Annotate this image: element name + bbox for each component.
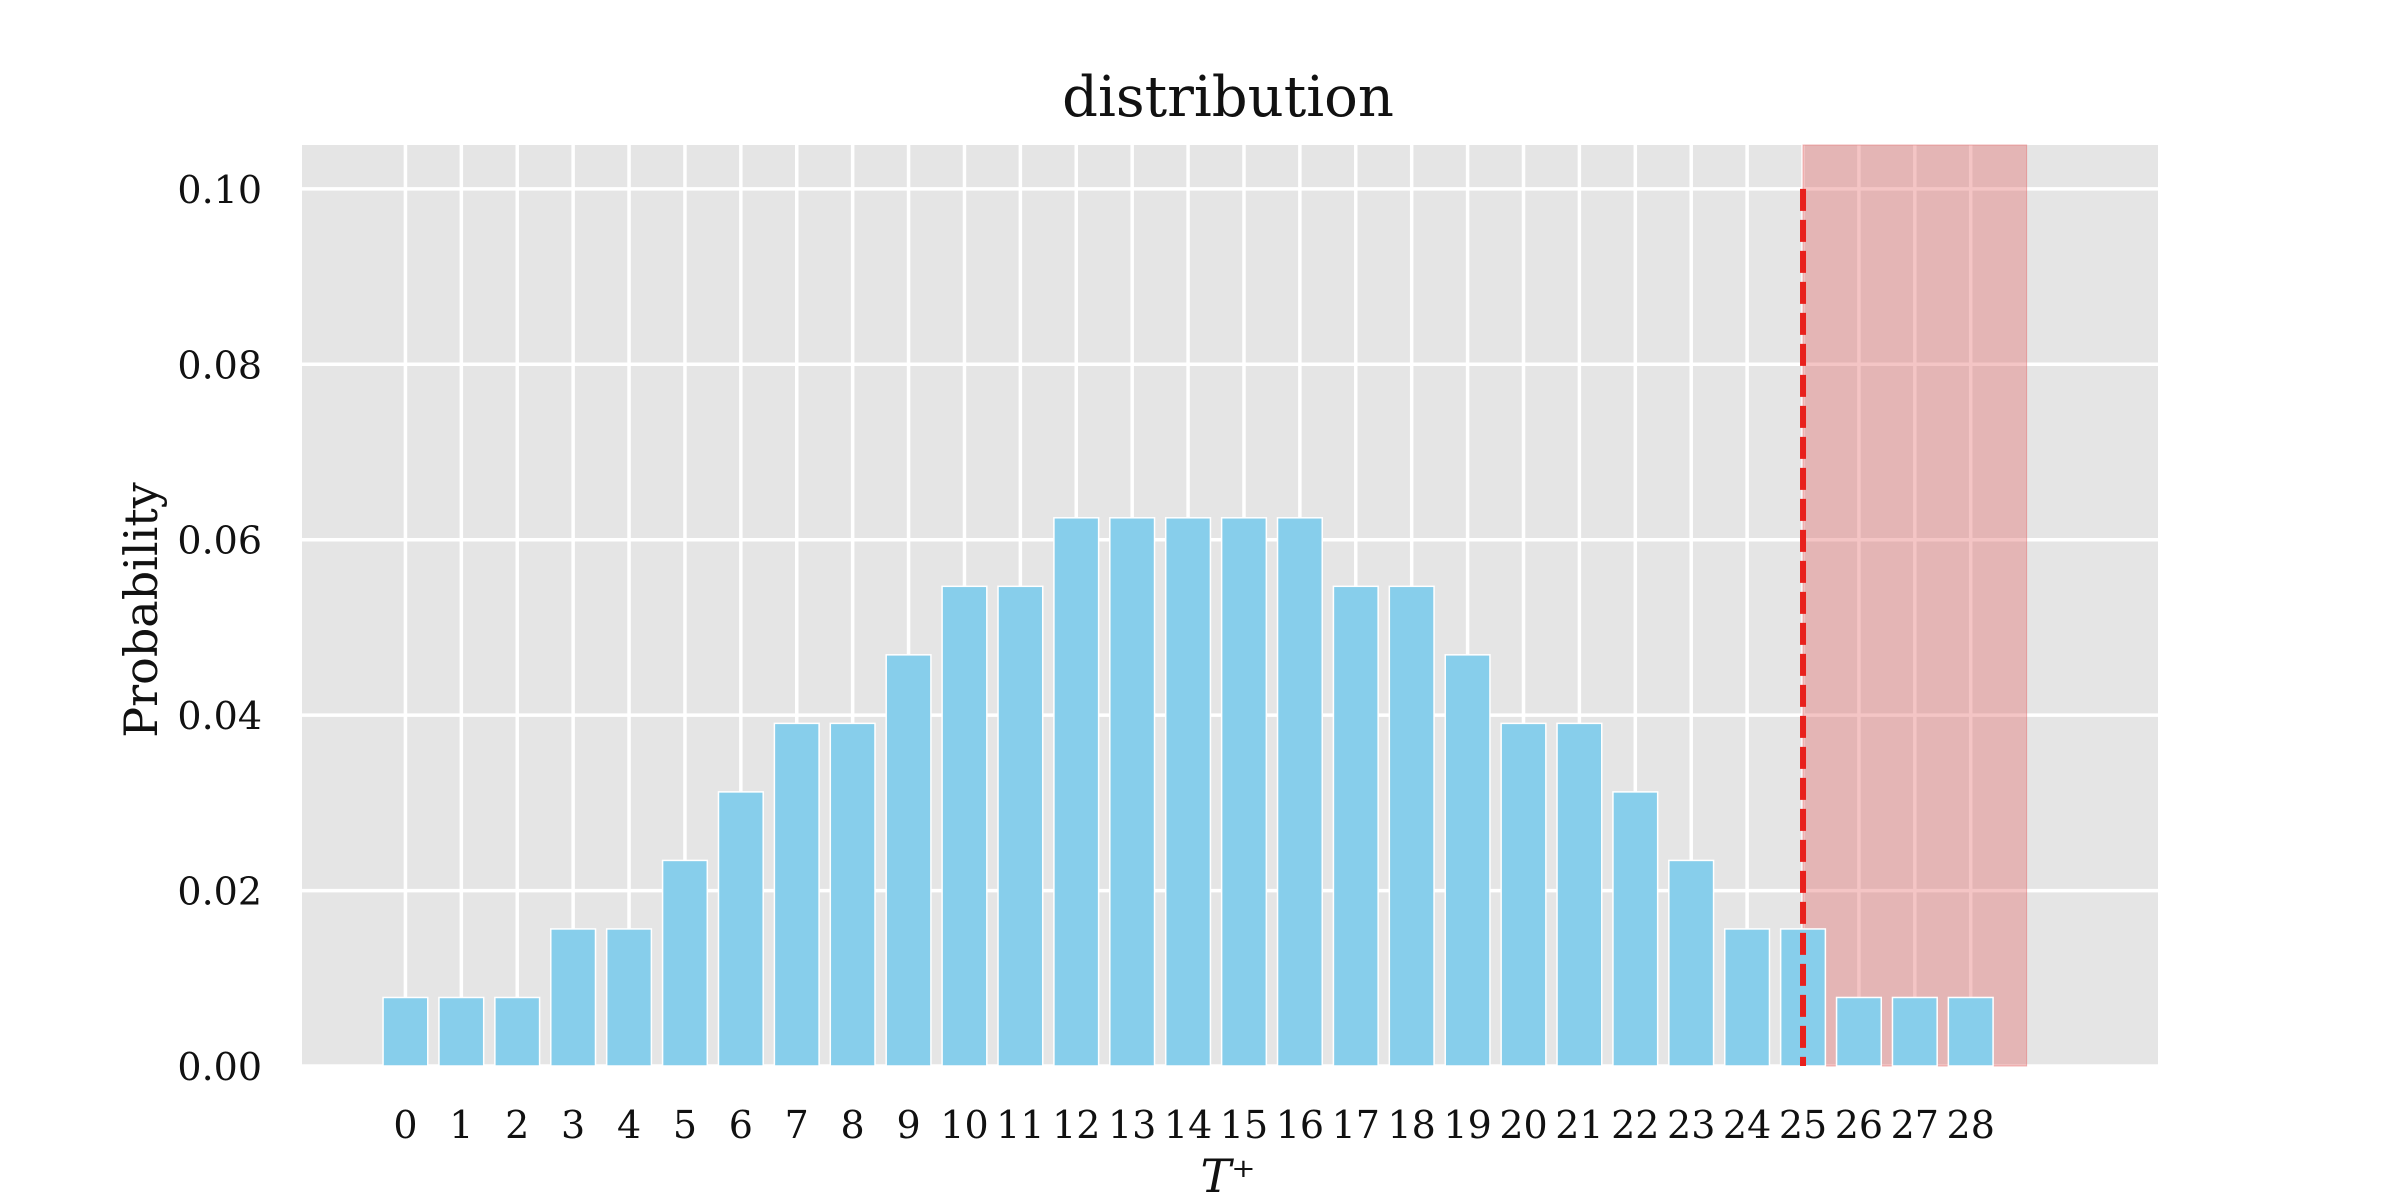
y-tick-label: 0.00 bbox=[177, 1045, 262, 1089]
bar bbox=[382, 996, 429, 1067]
x-tick-label: 22 bbox=[1611, 1103, 1659, 1147]
bar bbox=[1891, 996, 1938, 1067]
rejection-region bbox=[1802, 144, 2028, 1067]
x-tick-label: 10 bbox=[940, 1103, 988, 1147]
x-tick-label: 13 bbox=[1108, 1103, 1156, 1147]
bar bbox=[717, 791, 764, 1067]
x-tick-label: 28 bbox=[1947, 1103, 1995, 1147]
x-tick-label: 6 bbox=[729, 1103, 753, 1147]
bar bbox=[1947, 996, 1994, 1067]
x-tick-label: 12 bbox=[1052, 1103, 1100, 1147]
bar bbox=[1276, 517, 1323, 1067]
x-tick-label: 20 bbox=[1499, 1103, 1547, 1147]
x-tick-label: 21 bbox=[1555, 1103, 1603, 1147]
bar bbox=[1388, 585, 1435, 1067]
x-tick-label: 16 bbox=[1276, 1103, 1324, 1147]
bar bbox=[438, 996, 485, 1067]
x-tick-label: 26 bbox=[1835, 1103, 1883, 1147]
bar bbox=[1723, 928, 1771, 1067]
x-tick-label: 4 bbox=[617, 1103, 641, 1147]
x-tick-label: 11 bbox=[996, 1103, 1044, 1147]
x-tick-label: 27 bbox=[1891, 1103, 1939, 1147]
bar bbox=[1668, 859, 1715, 1067]
x-tick-label: 3 bbox=[561, 1103, 585, 1147]
x-tick-label: 0 bbox=[393, 1103, 417, 1147]
bar bbox=[1220, 517, 1268, 1067]
x-tick-label: 2 bbox=[505, 1103, 529, 1147]
x-tick-labels: 0 1 2 3 4 5 6 7 8 9 10 11 12 13 14 15 16 17 18 19 20 21 22 23 24… bbox=[393, 1103, 1995, 1147]
bar bbox=[1164, 517, 1212, 1067]
x-tick-label: 8 bbox=[841, 1103, 865, 1147]
y-tick-label: 0.04 bbox=[177, 694, 262, 738]
bar bbox=[1500, 722, 1547, 1067]
x-tick-label: 14 bbox=[1164, 1103, 1212, 1147]
x-tick-label: 7 bbox=[785, 1103, 809, 1147]
bar bbox=[605, 928, 653, 1067]
y-tick-label: 0.10 bbox=[177, 168, 262, 212]
y-axis-label: Probability bbox=[114, 482, 168, 738]
y-tick-label: 0.08 bbox=[177, 343, 262, 387]
x-tick-label: 9 bbox=[896, 1103, 920, 1147]
bar bbox=[773, 722, 820, 1067]
x-tick-label: 23 bbox=[1667, 1103, 1715, 1147]
bar bbox=[997, 585, 1044, 1067]
bar bbox=[494, 996, 541, 1067]
chart-title: distribution bbox=[1062, 65, 1394, 130]
y-tick-labels: 0.00 0.02 0.04 0.06 0.08 0.10 bbox=[177, 168, 262, 1089]
bar bbox=[1444, 654, 1491, 1067]
bar bbox=[1053, 517, 1100, 1067]
x-tick-label: 25 bbox=[1779, 1103, 1827, 1147]
x-axis-label: T⁺ bbox=[1201, 1149, 1256, 1200]
x-tick-label: 24 bbox=[1723, 1103, 1771, 1147]
bars bbox=[382, 517, 1994, 1067]
bar bbox=[1332, 585, 1379, 1067]
x-tick-label: 5 bbox=[673, 1103, 697, 1147]
bar bbox=[829, 722, 876, 1067]
bar bbox=[1612, 791, 1659, 1067]
bar bbox=[885, 654, 932, 1067]
x-tick-label: 17 bbox=[1332, 1103, 1380, 1147]
y-tick-label: 0.02 bbox=[177, 870, 262, 914]
bar bbox=[661, 859, 709, 1067]
bar bbox=[1109, 517, 1156, 1067]
y-tick-label: 0.06 bbox=[177, 519, 262, 563]
bar bbox=[1835, 996, 1883, 1067]
x-tick-label: 15 bbox=[1220, 1103, 1268, 1147]
x-tick-label: 18 bbox=[1388, 1103, 1436, 1147]
x-tick-label: 19 bbox=[1443, 1103, 1491, 1147]
bar bbox=[1556, 722, 1603, 1067]
bar bbox=[941, 585, 988, 1067]
x-tick-label: 1 bbox=[449, 1103, 473, 1147]
bar bbox=[550, 928, 597, 1067]
